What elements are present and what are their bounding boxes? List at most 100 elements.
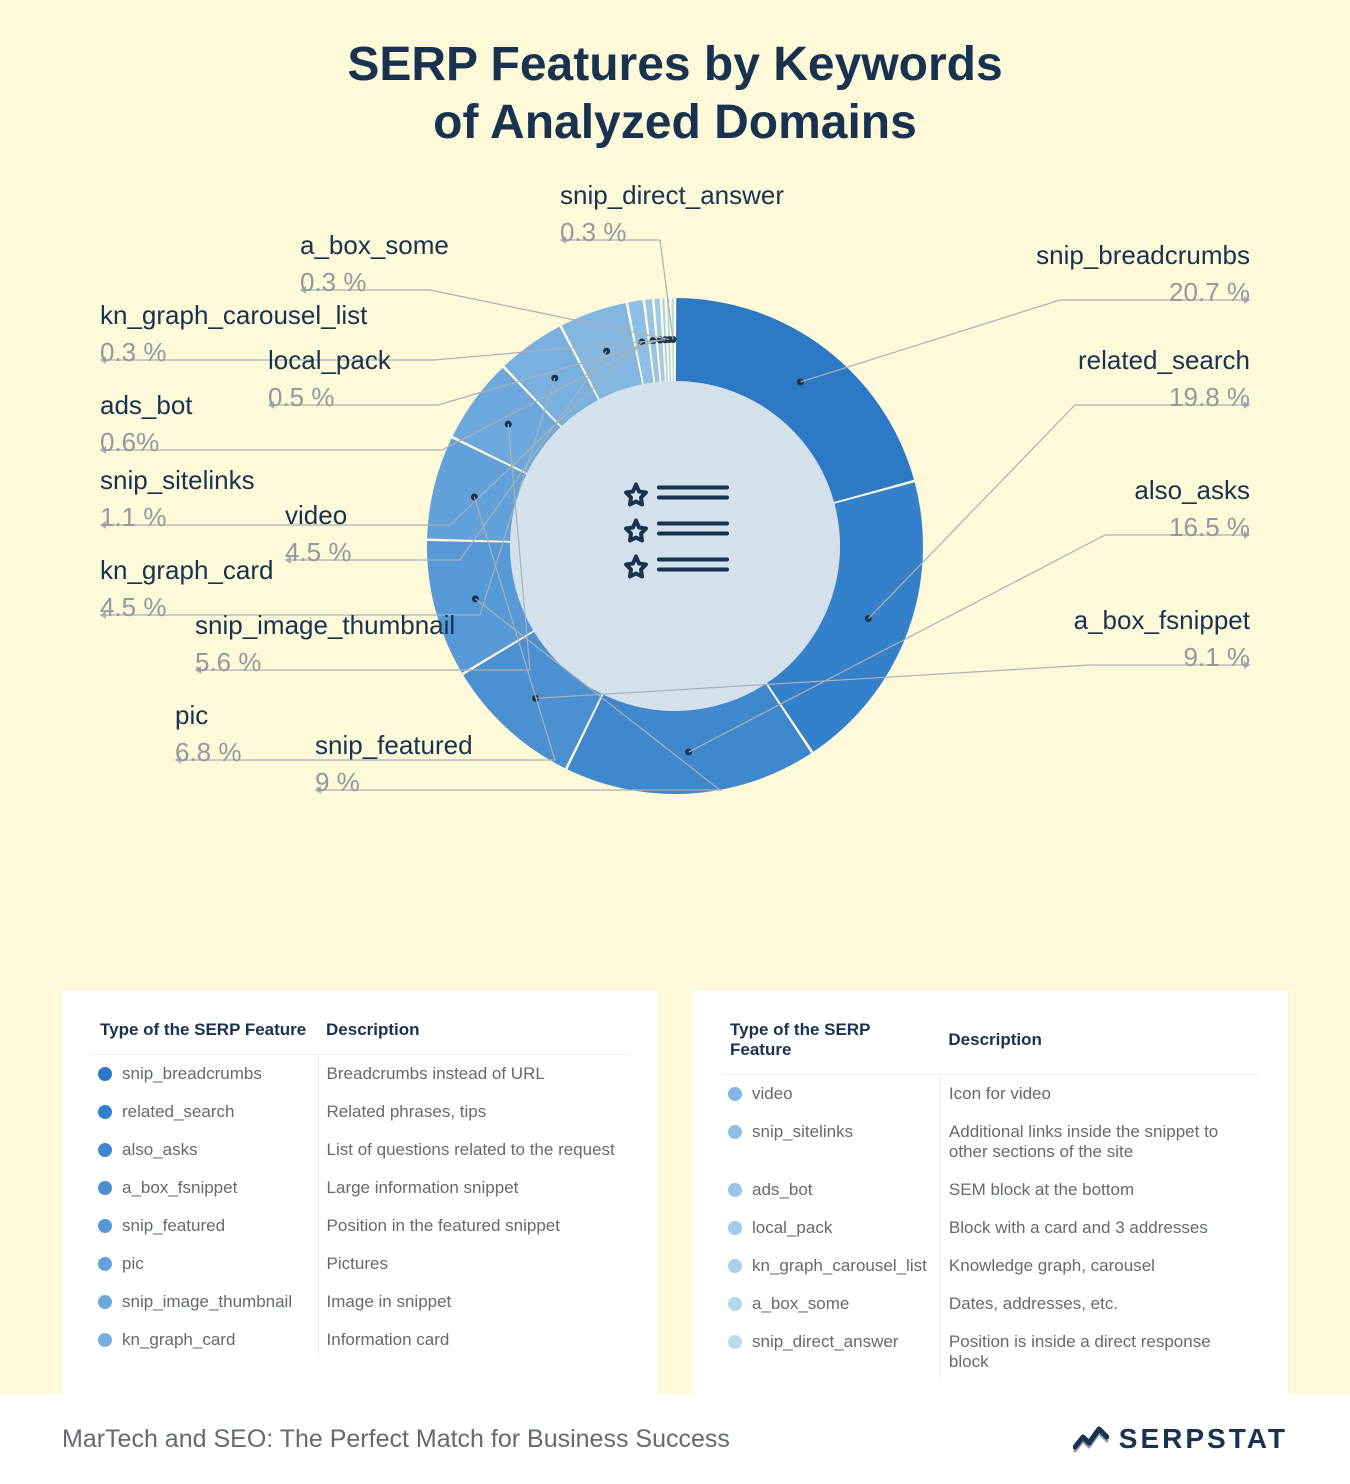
legend-dot-icon [98,1105,112,1119]
feature-name: snip_featured [122,1216,225,1235]
callout-pct: 16.5 % [1134,510,1250,545]
feature-desc: Additional links inside the snippet to o… [940,1113,1258,1171]
feature-name: snip_breadcrumbs [122,1064,262,1083]
brand-icon [1073,1425,1109,1453]
legend-dot-icon [728,1335,742,1349]
table-row: snip_featuredPosition in the featured sn… [92,1207,628,1245]
feature-desc: SEM block at the bottom [940,1171,1258,1209]
legend-table-right: Type of the SERP FeatureDescriptionvideo… [692,990,1288,1403]
callout-video: video4.5 % [285,498,352,570]
legend-dot-icon [98,1067,112,1081]
callout-label: kn_graph_card [100,553,273,588]
callout-label: snip_featured [315,728,473,763]
feature-name: local_pack [752,1218,832,1237]
table-header: Type of the SERP Feature [722,1016,940,1075]
page-title: SERP Features by Keywords of Analyzed Do… [0,0,1350,151]
callout-label: a_box_fsnippet [1074,603,1250,638]
table-header: Description [318,1016,628,1055]
callout-kn_graph_carousel_list: kn_graph_carousel_list0.3 % [100,298,367,370]
callout-label: snip_direct_answer [560,178,784,213]
callout-pct: 0.3 % [560,215,784,250]
feature-desc: Block with a card and 3 addresses [940,1209,1258,1247]
legend-dot-icon [98,1143,112,1157]
callout-pct: 4.5 % [285,535,352,570]
callout-pic: pic6.8 % [175,698,242,770]
table-row: kn_graph_carousel_list Knowledge graph, c… [722,1247,1258,1285]
legend-dot-icon [728,1297,742,1311]
legend-dot-icon [98,1219,112,1233]
donut-chart: snip_breadcrumbs20.7 % related_search19.8… [0,171,1350,891]
feature-desc: List of questions related to the request [318,1131,628,1169]
callout-related_search: related_search19.8 % [1078,343,1250,415]
callout-pct: 4.5 % [100,590,273,625]
table-row: also_asks List of questions related to th… [92,1131,628,1169]
callout-kn_graph_card: kn_graph_card4.5 % [100,553,273,625]
brand-text: SERPSTAT [1119,1423,1288,1455]
list-stars-icon [615,474,735,589]
table-row: related_searchRelated phrases, tips [92,1093,628,1131]
callout-a_box_some: a_box_some0.3 % [300,228,449,300]
callout-pct: 0.6% [100,425,193,460]
callout-pct: 0.3 % [300,265,449,300]
legend-table-left: Type of the SERP FeatureDescriptionsnip_… [62,990,658,1403]
callout-label: ads_bot [100,388,193,423]
legend-dot-icon [728,1221,742,1235]
callout-snip_sitelinks: snip_sitelinks1.1 % [100,463,255,535]
feature-name: pic [122,1254,144,1273]
table-row: kn_graph_card Information card [92,1321,628,1359]
legend-dot-icon [98,1181,112,1195]
feature-name: snip_direct_answer [752,1332,898,1351]
table-row: ads_bot SEM block at the bottom [722,1171,1258,1209]
feature-name: also_asks [122,1140,198,1159]
feature-desc: Position is inside a direct response blo… [940,1323,1258,1381]
callout-pct: 9.1 % [1074,640,1250,675]
legend-dot-icon [728,1087,742,1101]
feature-name: a_box_some [752,1294,849,1313]
legend-dot-icon [98,1295,112,1309]
feature-name: ads_bot [752,1180,813,1199]
callout-a_box_fsnippet: a_box_fsnippet9.1 % [1074,603,1250,675]
feature-name: kn_graph_carousel_list [752,1256,927,1275]
callout-also_asks: also_asks16.5 % [1134,473,1250,545]
feature-desc: Knowledge graph, carousel [940,1247,1258,1285]
callout-pct: 0.5 % [268,380,391,415]
callout-label: a_box_some [300,228,449,263]
callout-snip_featured: snip_featured9 % [315,728,473,800]
callout-label: video [285,498,352,533]
feature-name: related_search [122,1102,234,1121]
feature-desc: Information card [318,1321,628,1359]
legend-dot-icon [728,1183,742,1197]
callout-label: snip_sitelinks [100,463,255,498]
table-row: a_box_fsnippet Large information snippet [92,1169,628,1207]
callout-snip_direct_answer: snip_direct_answer0.3 % [560,178,784,250]
feature-desc: Icon for video [940,1075,1258,1114]
table-row: a_box_some Dates, addresses, etc. [722,1285,1258,1323]
table-row: local_pack Block with a card and 3 addres… [722,1209,1258,1247]
callout-pct: 20.7 % [1036,275,1250,310]
feature-desc: Large information snippet [318,1169,628,1207]
feature-name: kn_graph_card [122,1330,235,1349]
callout-label: related_search [1078,343,1250,378]
callout-label: kn_graph_carousel_list [100,298,367,333]
table-row: pic Pictures [92,1245,628,1283]
legend-dot-icon [728,1125,742,1139]
feature-desc: Image in snippet [318,1283,628,1321]
table-row: videoIcon for video [722,1075,1258,1114]
table-row: snip_image_thumbnail Image in snippet [92,1283,628,1321]
callout-label: snip_breadcrumbs [1036,238,1250,273]
table-row: snip_direct_answer Position is inside a d… [722,1323,1258,1381]
table-row: snip_sitelinks Additional links inside th… [722,1113,1258,1171]
callout-pct: 5.6 % [195,645,455,680]
feature-desc: Breadcrumbs instead of URL [318,1055,628,1094]
feature-name: a_box_fsnippet [122,1178,237,1197]
feature-desc: Dates, addresses, etc. [940,1285,1258,1323]
feature-name: snip_image_thumbnail [122,1292,292,1311]
footer: MarTech and SEO: The Perfect Match for B… [0,1394,1350,1484]
callout-snip_breadcrumbs: snip_breadcrumbs20.7 % [1036,238,1250,310]
callout-label: also_asks [1134,473,1250,508]
brand-logo: SERPSTAT [1073,1423,1288,1455]
callout-pct: 1.1 % [100,500,255,535]
feature-name: snip_sitelinks [752,1122,853,1141]
callout-pct: 19.8 % [1078,380,1250,415]
feature-desc: Pictures [318,1245,628,1283]
